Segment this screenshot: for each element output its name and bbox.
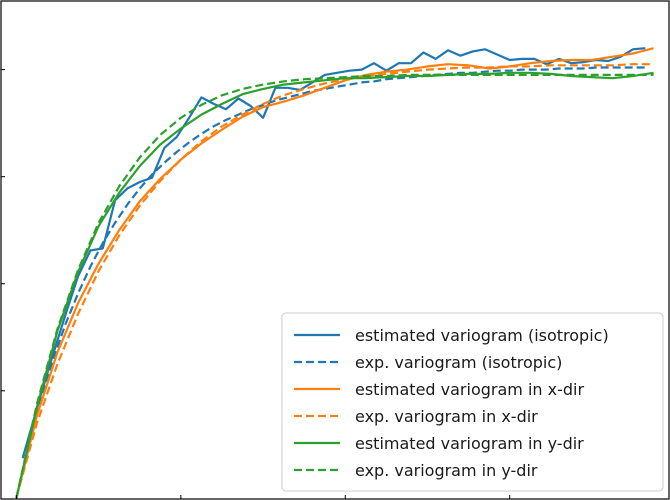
series-line-4 xyxy=(15,71,654,499)
series-line-5 xyxy=(15,73,654,499)
legend-box xyxy=(281,312,664,492)
legend: estimated variogram (isotropic) exp. vari… xyxy=(281,312,664,492)
legend-label-1: exp. variogram (isotropic) xyxy=(355,353,562,372)
tick-marks xyxy=(1,69,511,499)
series-line-2 xyxy=(15,47,654,499)
legend-label-4: estimated variogram in y-dir xyxy=(355,434,584,453)
legend-entries: estimated variogram (isotropic) exp. vari… xyxy=(294,326,609,480)
legend-label-2: estimated variogram in x-dir xyxy=(355,380,584,399)
legend-label-3: exp. variogram in x-dir xyxy=(355,407,538,426)
series-layer xyxy=(15,47,654,499)
series-line-3 xyxy=(15,63,654,499)
legend-label-5: exp. variogram in y-dir xyxy=(355,461,538,480)
series-line-1 xyxy=(15,66,646,499)
legend-label-0: estimated variogram (isotropic) xyxy=(355,326,609,345)
